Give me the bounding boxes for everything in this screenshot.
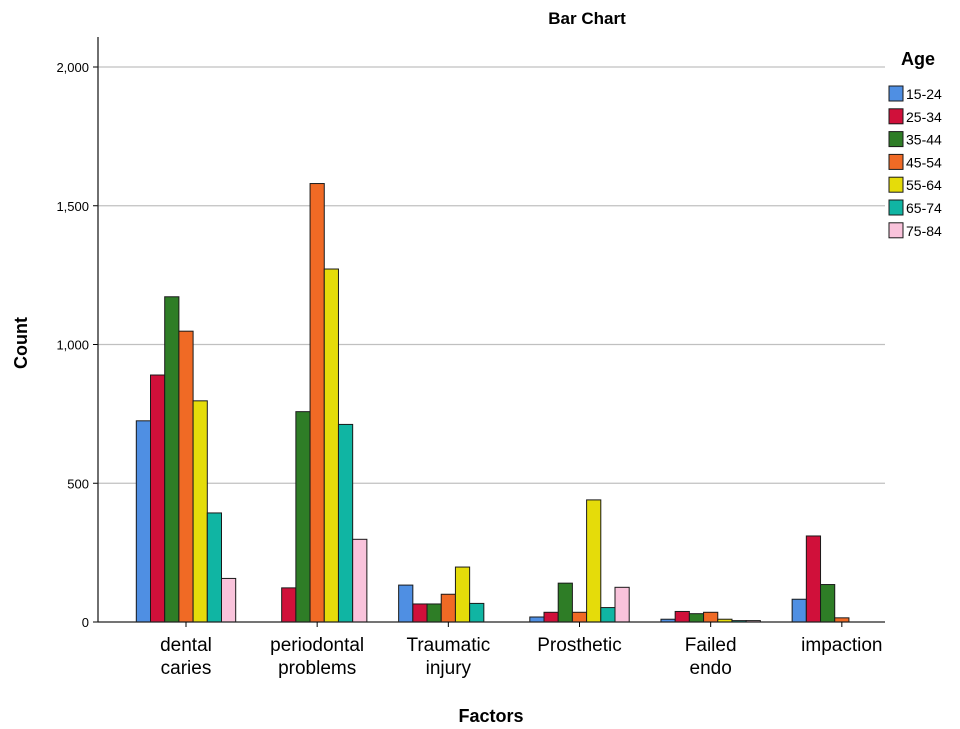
legend-swatch	[888, 131, 904, 148]
bar-35-44-2	[426, 603, 442, 623]
bar-65-74-3	[600, 607, 616, 623]
bar-75-84-3	[614, 586, 630, 623]
bar-35-44-4	[688, 613, 705, 623]
y-tick-label: 2,000	[56, 60, 89, 75]
x-tick-label: Traumatic injury	[406, 635, 490, 679]
bar-25-34-0	[150, 374, 166, 623]
bar-45-54-0	[178, 330, 194, 623]
legend-swatch	[888, 176, 904, 193]
bars	[135, 183, 850, 623]
legend-label: 75-84	[906, 223, 942, 239]
legend-swatch	[888, 222, 904, 239]
y-tick-label: 500	[67, 476, 89, 491]
bar-35-44-3	[557, 582, 573, 623]
bar-25-34-1	[281, 587, 297, 623]
bar-55-64-0	[192, 400, 208, 623]
gridlines	[98, 66, 885, 484]
legend-label: 35-44	[906, 132, 942, 148]
bar-35-44-0	[164, 296, 180, 623]
x-axis-title: Factors	[458, 706, 523, 726]
legend-label: 15-24	[906, 86, 942, 102]
legend-label: 55-64	[906, 177, 942, 193]
legend-swatch	[888, 153, 904, 170]
bar-55-64-2	[454, 566, 471, 623]
bar-75-84-0	[221, 577, 237, 623]
bar-15-24-5	[791, 598, 807, 623]
bar-25-34-5	[805, 535, 822, 623]
bar-45-54-1	[309, 183, 325, 623]
x-tick-label: Failed endo	[685, 635, 737, 679]
legend-swatch	[888, 85, 904, 102]
bar-45-54-2	[440, 593, 456, 623]
legend-label: 25-34	[906, 109, 942, 125]
bar-65-74-1	[337, 423, 354, 623]
bar-15-24-3	[529, 616, 545, 623]
x-tick-label: periodontal problems	[270, 635, 364, 679]
bar-55-64-3	[586, 499, 602, 623]
legend-title: Age	[901, 49, 935, 69]
bar-75-84-1	[352, 538, 368, 623]
legend-swatch	[888, 199, 904, 216]
y-tick-label: 1,000	[56, 338, 89, 353]
y-tick-label: 1,500	[56, 199, 89, 214]
y-tick-label: 0	[82, 615, 89, 630]
legend-label: 65-74	[906, 200, 942, 216]
x-tick-label: dental caries	[160, 635, 212, 679]
legend-swatch	[888, 108, 904, 125]
axes	[97, 37, 885, 623]
bar-55-64-1	[323, 268, 339, 623]
y-axis-title: Count	[11, 317, 31, 369]
y-axis-ticks: 0 500 1,000 1,500 2,000	[56, 60, 98, 630]
x-tick-label: Prosthetic	[537, 635, 621, 656]
legend-label: 45-54	[906, 154, 942, 170]
bar-65-74-0	[206, 512, 223, 623]
bar-25-34-4	[674, 610, 690, 623]
bar-35-44-5	[820, 584, 836, 623]
bar-45-54-3	[571, 611, 588, 623]
chart-title: Bar Chart	[548, 9, 626, 28]
bar-25-34-2	[412, 603, 428, 623]
x-axis-ticks: dental caries periodontal problems Traumatic…	[160, 622, 882, 679]
bar-65-74-2	[469, 602, 485, 623]
legend: Age 15-24 25-34 35-44 45-54 55-64 65-74 75-84	[888, 49, 942, 239]
x-tick-label: impaction	[801, 635, 882, 656]
bar-15-24-0	[135, 420, 152, 623]
bar-15-24-2	[398, 584, 414, 623]
bar-45-54-4	[703, 611, 719, 623]
bar-25-34-3	[543, 611, 559, 623]
bar-35-44-1	[295, 411, 311, 623]
